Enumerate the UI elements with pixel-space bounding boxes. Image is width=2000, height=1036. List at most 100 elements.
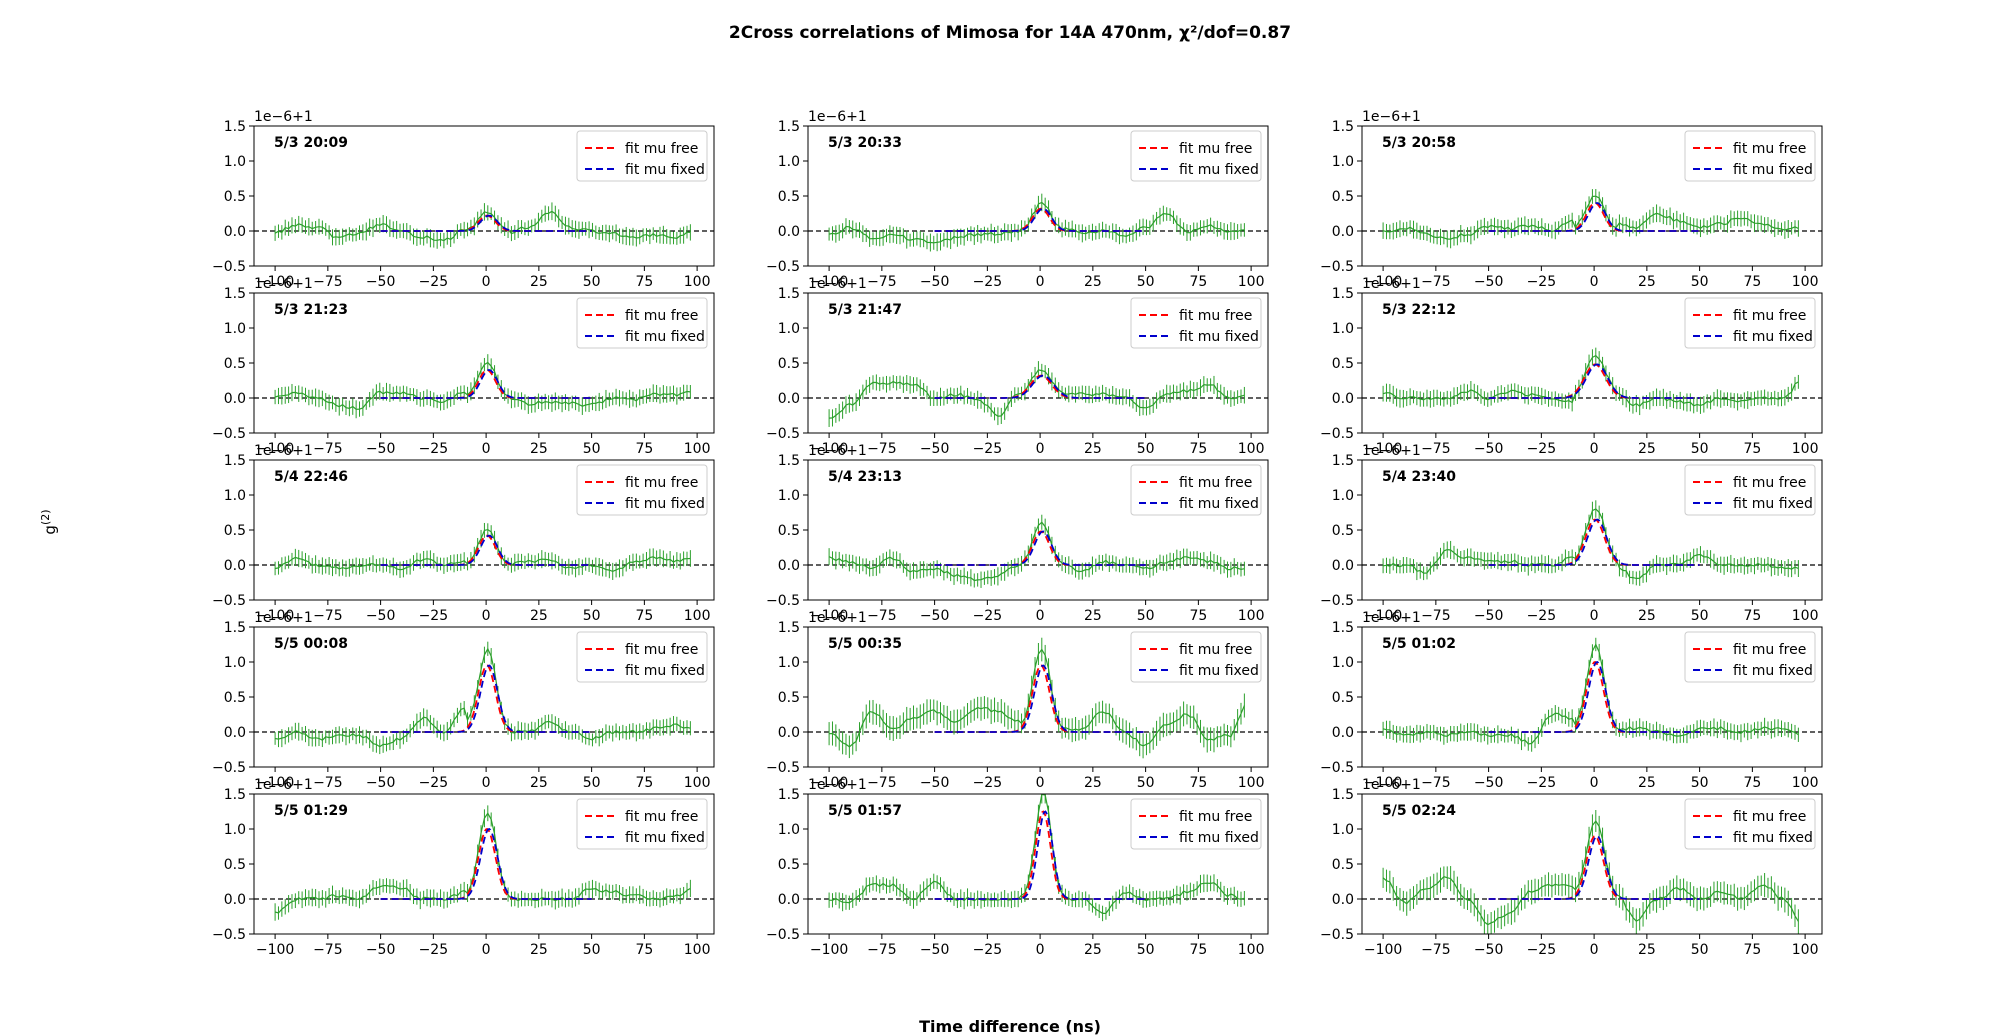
y-offset-label: 1e−6+1	[1362, 610, 1421, 626]
x-tick-label: 75	[1743, 775, 1761, 791]
x-tick-label: −100	[810, 274, 848, 290]
legend-entry: fit mu free	[1179, 308, 1252, 324]
x-tick-label: −75	[867, 775, 897, 791]
panel-11: 1e−6+1 −0.5 0.0 0.5 1.0 1.5 −100 −75 −50 −25 0 25 50…	[766, 610, 1269, 791]
x-tick-label: −75	[1421, 942, 1451, 958]
x-tick-label: 100	[1238, 608, 1265, 624]
panel-13: 1e−6+1 −0.5 0.0 0.5 1.0 1.5 −100 −75 −50 −25 0 25 50…	[212, 777, 715, 958]
y-tick-label: −0.5	[1320, 760, 1354, 776]
data-series	[274, 805, 691, 921]
x-tick-label: 75	[635, 274, 653, 290]
legend: fit mu free fit mu fixed	[1130, 464, 1262, 516]
y-tick-label: 0.5	[224, 189, 246, 205]
legend: fit mu free fit mu fixed	[1684, 297, 1816, 349]
panel-7: 1e−6+1 −0.5 0.0 0.5 1.0 1.5 −100 −75 −50 −25 0 25 50…	[212, 443, 715, 624]
legend-entry: fit mu fixed	[625, 830, 705, 846]
legend-entry: fit mu fixed	[1733, 663, 1813, 679]
legend-entry: fit mu free	[625, 308, 698, 324]
y-offset-label: 1e−6+1	[1362, 443, 1421, 459]
panel-label: 5/5 01:29	[274, 803, 348, 819]
data-series	[274, 641, 691, 755]
plot-area	[254, 522, 714, 580]
axes-frame	[807, 125, 1269, 267]
legend-entry: fit mu free	[1733, 141, 1806, 157]
x-tick-label: 50	[1137, 775, 1155, 791]
y-tick-label: 0.0	[1332, 224, 1354, 240]
panels-grid: 1e−6+1 −0.5 0.0 0.5 1.0 1.5 −100 −75 −50 −25 0 25 50…	[212, 109, 1823, 958]
data-series	[1382, 809, 1799, 934]
x-tick-label: −25	[419, 274, 449, 290]
fit-mu-fixed-line	[934, 530, 1146, 566]
y-tick-label: 1.0	[778, 822, 800, 838]
panel-6: 1e−6+1 −0.5 0.0 0.5 1.0 1.5 −100 −75 −50 −25 0 25 50…	[1320, 276, 1823, 457]
x-tick-label: 25	[1084, 274, 1102, 290]
x-tick-label: 100	[684, 775, 711, 791]
plot-area	[808, 361, 1268, 428]
axes-frame	[253, 626, 715, 768]
y-axis-label: g(2)	[39, 509, 59, 534]
fit-mu-fixed-line	[1488, 835, 1700, 900]
y-tick-label: 1.0	[224, 154, 246, 170]
legend-entry: fit mu free	[625, 475, 698, 491]
y-tick-label: 1.0	[224, 321, 246, 337]
x-tick-label: −25	[973, 608, 1003, 624]
x-tick-label: 25	[530, 942, 548, 958]
plot-area	[1362, 500, 1822, 586]
data-series	[1382, 637, 1799, 752]
legend-entry: fit mu fixed	[1179, 162, 1259, 178]
panel-label: 5/5 01:57	[828, 803, 902, 819]
panel-3: 1e−6+1 −0.5 0.0 0.5 1.0 1.5 −100 −75 −50 −25 0 25 50…	[1320, 109, 1823, 290]
x-tick-label: −25	[973, 775, 1003, 791]
y-axis-label-text: g(2)	[39, 509, 59, 534]
plot-area	[1362, 347, 1822, 416]
plot-area	[808, 514, 1268, 588]
fit-mu-free-line	[1488, 518, 1700, 566]
axes-frame	[1361, 292, 1823, 434]
x-tick-label: −75	[313, 942, 343, 958]
panel-10: 1e−6+1 −0.5 0.0 0.5 1.0 1.5 −100 −75 −50 −25 0 25 50…	[212, 610, 715, 791]
data-line	[829, 369, 1245, 419]
fit-mu-free-line	[934, 530, 1146, 566]
x-tick-label: −50	[366, 775, 396, 791]
x-tick-label: −100	[256, 775, 294, 791]
y-tick-label: 0.0	[224, 892, 246, 908]
x-tick-label: −100	[1364, 942, 1402, 958]
y-tick-label: 1.5	[1332, 787, 1354, 803]
panel-4: 1e−6+1 −0.5 0.0 0.5 1.0 1.5 −100 −75 −50 −25 0 25 50…	[212, 276, 715, 457]
y-tick-label: 0.0	[778, 892, 800, 908]
panel-5: 1e−6+1 −0.5 0.0 0.5 1.0 1.5 −100 −75 −50 −25 0 25 50…	[766, 276, 1269, 457]
plot-area	[254, 202, 714, 249]
y-tick-label: 1.5	[224, 119, 246, 135]
panel-8: 1e−6+1 −0.5 0.0 0.5 1.0 1.5 −100 −75 −50 −25 0 25 50…	[766, 443, 1269, 624]
data-line	[828, 201, 1245, 244]
data-line	[1382, 819, 1799, 926]
y-tick-label: 0.0	[1332, 391, 1354, 407]
y-tick-label: 0.5	[1332, 690, 1354, 706]
y-tick-label: 0.0	[224, 224, 246, 240]
y-offset-label: 1e−6+1	[808, 610, 867, 626]
x-tick-label: 75	[1189, 274, 1207, 290]
legend-entry: fit mu fixed	[1179, 329, 1259, 345]
y-tick-label: 1.5	[1332, 620, 1354, 636]
x-tick-label: −25	[419, 608, 449, 624]
legend-entry: fit mu free	[1179, 475, 1252, 491]
fit-mu-free-line	[380, 534, 592, 566]
x-tick-label: −100	[1364, 608, 1402, 624]
fit-mu-fixed-line	[380, 534, 592, 566]
legend: fit mu free fit mu fixed	[576, 631, 708, 683]
fit-mu-free-line	[380, 214, 592, 232]
x-tick-label: −75	[1421, 608, 1451, 624]
legend-entry: fit mu free	[625, 809, 698, 825]
y-tick-label: 0.0	[1332, 725, 1354, 741]
x-tick-label: −25	[973, 274, 1003, 290]
y-tick-label: −0.5	[1320, 927, 1354, 943]
x-tick-label: 75	[1743, 608, 1761, 624]
x-tick-label: −50	[1474, 942, 1504, 958]
x-tick-label: 100	[1238, 441, 1265, 457]
y-tick-label: −0.5	[766, 593, 800, 609]
fit-mu-fixed-line	[934, 664, 1146, 733]
x-tick-label: 0	[482, 942, 491, 958]
y-tick-label: 1.0	[224, 655, 246, 671]
fit-mu-fixed-line	[934, 207, 1146, 232]
y-tick-label: −0.5	[766, 760, 800, 776]
